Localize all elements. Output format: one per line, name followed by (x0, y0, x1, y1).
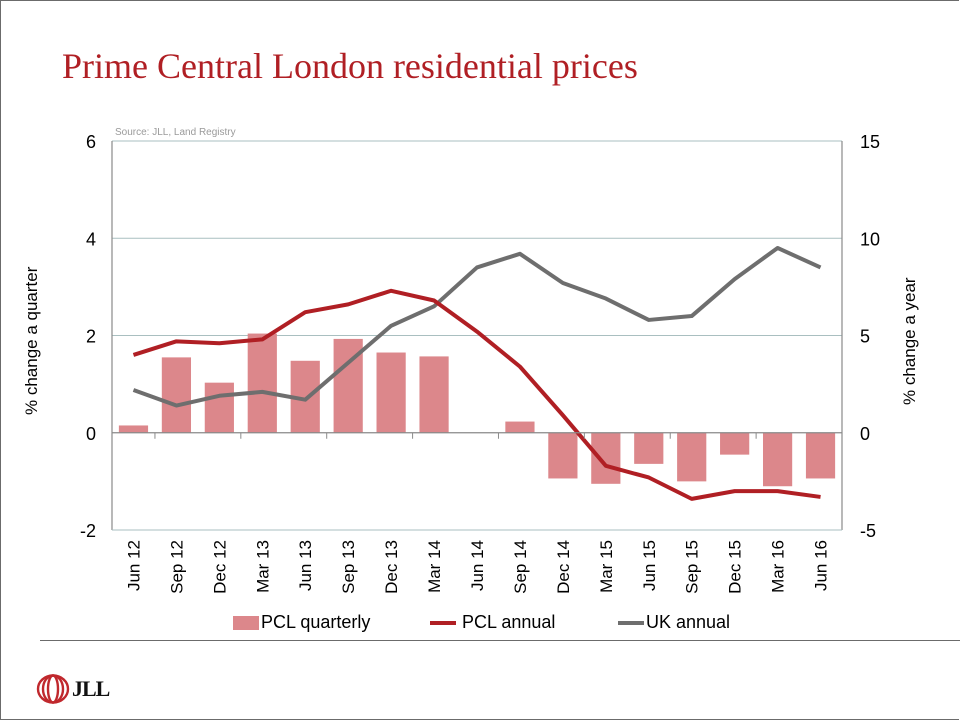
legend-swatch-line (430, 620, 456, 625)
x-tick-label: Sep 13 (339, 540, 358, 594)
x-tick-label: Mar 14 (425, 540, 444, 593)
logo-text: JLL (72, 676, 110, 701)
bar (419, 356, 449, 433)
jll-rings-logo-icon (36, 674, 70, 704)
bar (376, 352, 406, 433)
left-y-tick-labels: 6 4 2 0 -2 (80, 132, 96, 541)
bar (805, 432, 836, 479)
y-tick-label: 4 (86, 229, 96, 249)
footer-divider (40, 640, 960, 641)
legend-item-pcl-annual: PCL annual (430, 612, 555, 633)
bar (720, 432, 750, 455)
x-tick-label: Mar 15 (597, 540, 616, 593)
x-tick-label: Dec 14 (554, 540, 573, 594)
y-tick-label: -2 (80, 521, 96, 541)
bar (548, 432, 578, 479)
source-note: Source: JLL, Land Registry (115, 127, 236, 138)
x-tick-label: Jun 14 (468, 540, 487, 591)
x-tick-label: Sep 15 (683, 540, 702, 594)
legend-swatch-line (618, 620, 644, 625)
lines (132, 245, 822, 501)
x-tick-label: Mar 13 (253, 540, 272, 593)
bar (591, 432, 621, 484)
y-tick-label: 0 (86, 424, 96, 444)
y-tick-label: 2 (86, 327, 96, 347)
bars-pcl-quarterly (118, 333, 836, 487)
slide-title: Prime Central London residential prices (62, 46, 638, 86)
combo-chart: 6 4 2 0 -2 15 10 5 0 -5 Jun 12 Sep 12 Dec 12 Mar 13… (80, 132, 880, 594)
legend-swatch-bar (233, 615, 259, 630)
legend-label: PCL annual (462, 612, 556, 632)
right-axis-title: % change a year (900, 277, 919, 405)
x-tick-label: Jun 16 (812, 540, 831, 591)
jll-logo: JLL (36, 674, 110, 704)
left-axis-title: % change a quarter (22, 266, 41, 415)
bar (247, 333, 277, 433)
legend: PCL quarterly PCL annual UK annual (0, 612, 960, 636)
x-tick-label: Dec 13 (382, 540, 401, 594)
gridlines (112, 140, 842, 336)
legend-label: UK annual (646, 612, 731, 632)
x-tick-label: Mar 16 (769, 540, 788, 593)
bar (161, 357, 192, 433)
y2-tick-label: -5 (860, 521, 876, 541)
bar (204, 382, 234, 433)
line-uk-annual (132, 245, 822, 408)
legend-label: PCL quarterly (261, 612, 371, 632)
legend-item-pcl-quarterly: PCL quarterly (233, 612, 370, 633)
bar (634, 432, 664, 464)
y-tick-label: 6 (86, 132, 96, 152)
y2-tick-label: 0 (860, 424, 870, 444)
x-tick-label: Jun 13 (296, 540, 315, 591)
x-tick-label: Dec 15 (726, 540, 745, 594)
y2-tick-label: 5 (860, 327, 870, 347)
x-tick-label: Jun 15 (640, 540, 659, 591)
x-tick-label: Dec 12 (210, 540, 229, 594)
bar (118, 425, 149, 433)
x-tick-labels: Jun 12 Sep 12 Dec 12 Mar 13 Jun 13 Sep 13 Dec … (124, 540, 830, 594)
bar (762, 432, 793, 487)
legend-item-uk-annual: UK annual (618, 612, 730, 633)
right-y-tick-labels: 15 10 5 0 -5 (860, 132, 880, 541)
bar (677, 432, 707, 482)
x-tick-label: Sep 12 (167, 540, 186, 594)
axes (111, 141, 843, 531)
y2-tick-label: 15 (860, 132, 880, 152)
y2-tick-label: 10 (860, 229, 880, 249)
x-tick-label: Sep 14 (511, 540, 530, 594)
bar (505, 421, 535, 433)
x-tick-label: Jun 12 (124, 540, 143, 591)
